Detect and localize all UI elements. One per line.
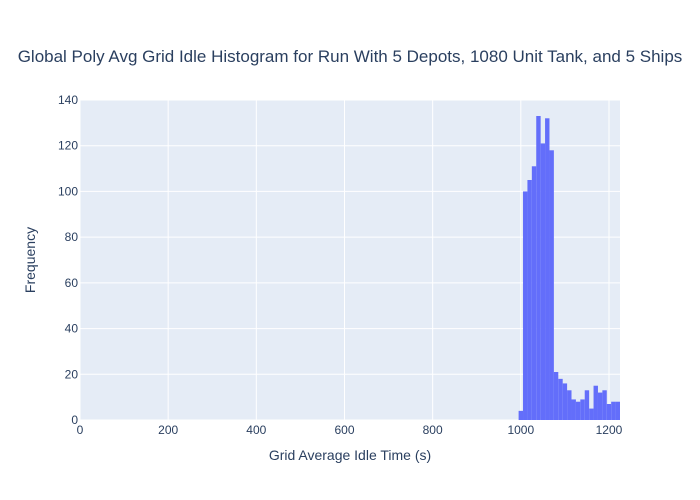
histogram-bar (584, 390, 590, 420)
histogram-bar (615, 401, 620, 420)
y-tick-label: 60 (65, 276, 79, 290)
histogram-bar (536, 116, 541, 420)
y-tick-label: 140 (58, 93, 78, 107)
y-axis-title: Frequency (22, 227, 38, 293)
histogram-bar (571, 399, 576, 420)
histogram-bar (593, 385, 598, 420)
histogram-bar (611, 401, 616, 420)
y-tick-label: 40 (65, 322, 79, 336)
y-axis-ticks: 0 20 40 60 80 100 120 140 (58, 93, 78, 427)
x-axis-title: Grid Average Idle Time (s) (269, 447, 431, 463)
x-tick-label: 1000 (507, 423, 534, 437)
histogram-bar (545, 118, 550, 421)
histogram-bar (523, 191, 528, 420)
y-tick-label: 20 (65, 367, 79, 381)
histogram-bar (549, 150, 554, 421)
y-tick-label: 120 (58, 139, 78, 153)
histogram-bars (518, 116, 620, 421)
histogram-bar (518, 410, 524, 420)
x-tick-label: 0 (77, 423, 84, 437)
y-tick-label: 100 (58, 184, 78, 198)
histogram-bar (558, 378, 563, 420)
histogram-bar (540, 143, 546, 420)
histogram-bar (567, 390, 572, 420)
x-tick-label: 800 (423, 423, 443, 437)
histogram-bar (575, 401, 581, 420)
histogram-bar (606, 404, 612, 420)
chart-title: Global Poly Avg Grid Idle Histogram for … (18, 47, 683, 66)
histogram-bar (531, 166, 537, 420)
histogram-bar (527, 180, 532, 420)
x-tick-label: 1200 (596, 423, 623, 437)
histogram-bar (562, 383, 568, 420)
histogram-bar (597, 392, 603, 420)
histogram-bar (602, 390, 607, 420)
x-tick-label: 400 (246, 423, 266, 437)
y-tick-label: 80 (65, 230, 79, 244)
histogram-bar (553, 372, 559, 420)
x-tick-label: 600 (334, 423, 354, 437)
histogram-bar (580, 399, 585, 420)
histogram-bar (589, 408, 594, 420)
x-axis-ticks: 0 200 400 600 800 1000 1200 (77, 423, 623, 437)
y-tick-label: 0 (71, 413, 78, 427)
x-tick-label: 200 (158, 423, 178, 437)
